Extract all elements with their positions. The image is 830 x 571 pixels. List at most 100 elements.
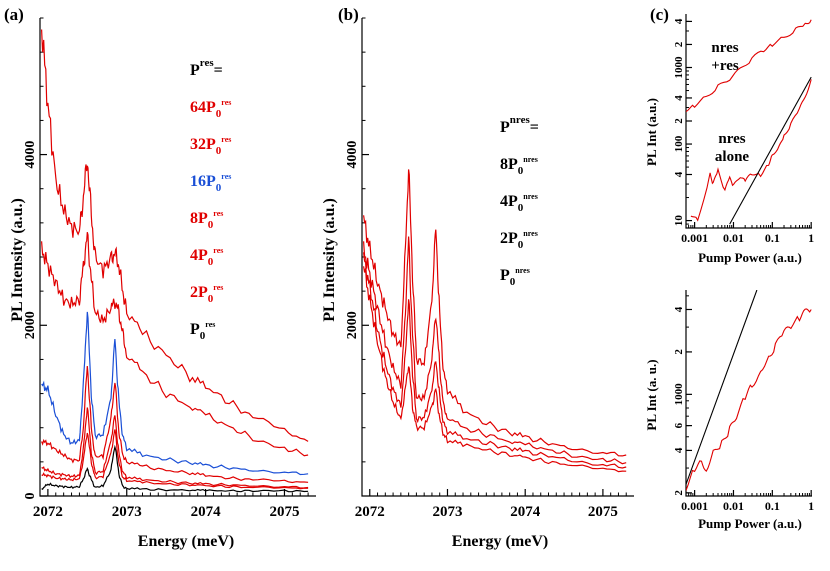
panel-a: (a) 2072 2073 2074 2075 0 2000 4000 Energy (me…	[4, 5, 316, 550]
a-legend-entry: P0res	[190, 320, 215, 342]
a-series-line	[41, 429, 309, 490]
panel-a-label: (a)	[4, 5, 24, 24]
cb-xtick-label: 0.001	[681, 499, 708, 513]
ct-ytick-label: 10	[673, 215, 685, 227]
cb-xtick-label: 0.01	[723, 499, 744, 513]
legend-suffix: =	[214, 62, 223, 79]
cb-xtick-label: 1	[808, 499, 814, 513]
cb-series-group	[686, 290, 812, 491]
legend-sup: nres	[515, 266, 530, 275]
legend-sub: 0	[216, 108, 222, 120]
cb-ytick-label: 4	[673, 447, 685, 453]
legend-sub: 0	[216, 182, 222, 194]
panel-b-xlabel: Energy (meV)	[452, 533, 548, 550]
ct-xtick-label: 0.1	[765, 231, 780, 245]
a-series-line	[41, 407, 309, 489]
legend-sup: nres	[523, 192, 538, 201]
ct-series-line	[686, 19, 812, 113]
b-ytick-label: 2000	[345, 311, 360, 339]
b-series-line	[363, 252, 627, 469]
b-xtick-label: 2073	[432, 504, 462, 520]
legend-sub: 0	[518, 165, 524, 177]
panel-b-ylabel: PL Intensity (a.u.)	[321, 198, 338, 322]
panel-b-plot: 2072 2073 2074 2075 2000 4000	[345, 17, 634, 520]
cb-ytick-label: 4	[673, 306, 685, 312]
legend-sup: nres	[523, 229, 538, 238]
ct-xtick-label: 1	[808, 231, 814, 245]
ct-ytick-label: 2	[673, 118, 685, 124]
panel-a-xlabel: Energy (meV)	[138, 533, 234, 550]
legend-prefix: 8P	[190, 210, 208, 227]
a-ytick-label: 0	[23, 493, 38, 500]
legend-sub: 0	[518, 239, 524, 251]
cb-ytick-label: 2	[673, 490, 685, 496]
legend-sup: res	[221, 98, 231, 107]
panel-c-bottom-plot: 0.001 0.01 0.1 1 2 4 6 1000 2 4	[673, 290, 814, 513]
b-ytick-label: 4000	[345, 141, 360, 169]
legend-sub: 0	[518, 202, 524, 214]
cb-ytick-label: 6	[673, 422, 685, 428]
ct-ytick-label: 1000	[673, 56, 685, 79]
a-legend-entry: 32P0res	[190, 135, 231, 157]
a-xtick-label: 2073	[112, 504, 142, 520]
b-series-line	[363, 169, 627, 457]
a-legend-entry: 16P0res	[190, 172, 231, 194]
a-xtick-label: 2072	[33, 504, 63, 520]
a-series-line	[41, 232, 309, 457]
legend-prefix: 2P	[500, 230, 518, 247]
panel-c-label: (c)	[650, 5, 669, 24]
legend-sub: 0	[510, 276, 516, 288]
legend-main: P	[190, 62, 200, 79]
ct-series-line	[729, 76, 812, 225]
ct-xtick-label: 0.01	[723, 231, 744, 245]
panel-c-top-plot: 0.001 0.01 0.1 1 10 4 100 2 4 1000 2 4 nres +res nres a…	[673, 14, 814, 245]
a-series-line	[41, 29, 309, 442]
ct-ytick-label: 100	[673, 135, 685, 152]
legend-sub: 0	[208, 219, 214, 231]
legend-sup: res	[200, 57, 215, 69]
b-series-line	[363, 236, 627, 465]
legend-sup: res	[213, 209, 223, 218]
a-legend-entry: 4P0res	[190, 246, 223, 268]
panel-b: (b) 2072 2073 2074 2075 2000 4000 Energy (meV…	[321, 5, 634, 550]
legend-main: P	[500, 119, 510, 136]
panel-c: (c) 0.001 0.01 0.1 1 10 4 100 2 4 1000 2 4 nres +res n…	[644, 5, 814, 531]
b-xtick-label: 2074	[510, 504, 541, 520]
ct-ytick-label: 4	[673, 18, 685, 24]
legend-prefix: 64P	[190, 99, 216, 116]
ct-xtick-label: 0.001	[681, 231, 708, 245]
legend-sub: 0	[200, 330, 206, 342]
panel-b-label: (b)	[338, 5, 359, 24]
cb-series-line	[686, 308, 812, 491]
cb-series-line	[686, 290, 758, 485]
a-legend-entry: 64P0res	[190, 98, 231, 120]
ct-ytick-label: 2	[673, 41, 685, 47]
legend-prefix: 16P	[190, 173, 216, 190]
legend-suffix: =	[530, 119, 539, 136]
cb-axes	[685, 290, 812, 497]
a-legend-entry: 2P0res	[190, 283, 223, 305]
panel-c-top-ylabel: PL Int (a.u.)	[644, 98, 659, 166]
ct-series-group	[686, 19, 812, 225]
a-legend-title: Pres=	[190, 57, 223, 79]
legend-sub: 0	[208, 293, 214, 305]
a-ytick-label: 2000	[23, 311, 38, 339]
b-legend-entry: 2P0nres	[500, 229, 538, 251]
panel-c-top-xlabel: Pump Power (a.u.)	[698, 250, 802, 265]
b-legend-entry: 4P0nres	[500, 192, 538, 214]
b-axes	[361, 18, 634, 497]
legend-sup: res	[221, 172, 231, 181]
ct-series-line	[690, 79, 812, 222]
legend-sup: res	[205, 320, 215, 329]
legend-sup: nres	[523, 155, 538, 164]
panel-a-plot: 2072 2073 2074 2075 0 2000 4000	[23, 17, 316, 520]
legend-sup: res	[221, 135, 231, 144]
b-xtick-label: 2072	[355, 504, 385, 520]
a-series-line	[41, 311, 309, 476]
legend-prefix: 2P	[190, 284, 208, 301]
b-legend-entry: 8P0nres	[500, 155, 538, 177]
a-series-line	[41, 365, 309, 484]
b-legend-entry: P0nres	[500, 266, 530, 288]
panel-a-ylabel: PL Intensity (a.u.)	[9, 198, 26, 322]
